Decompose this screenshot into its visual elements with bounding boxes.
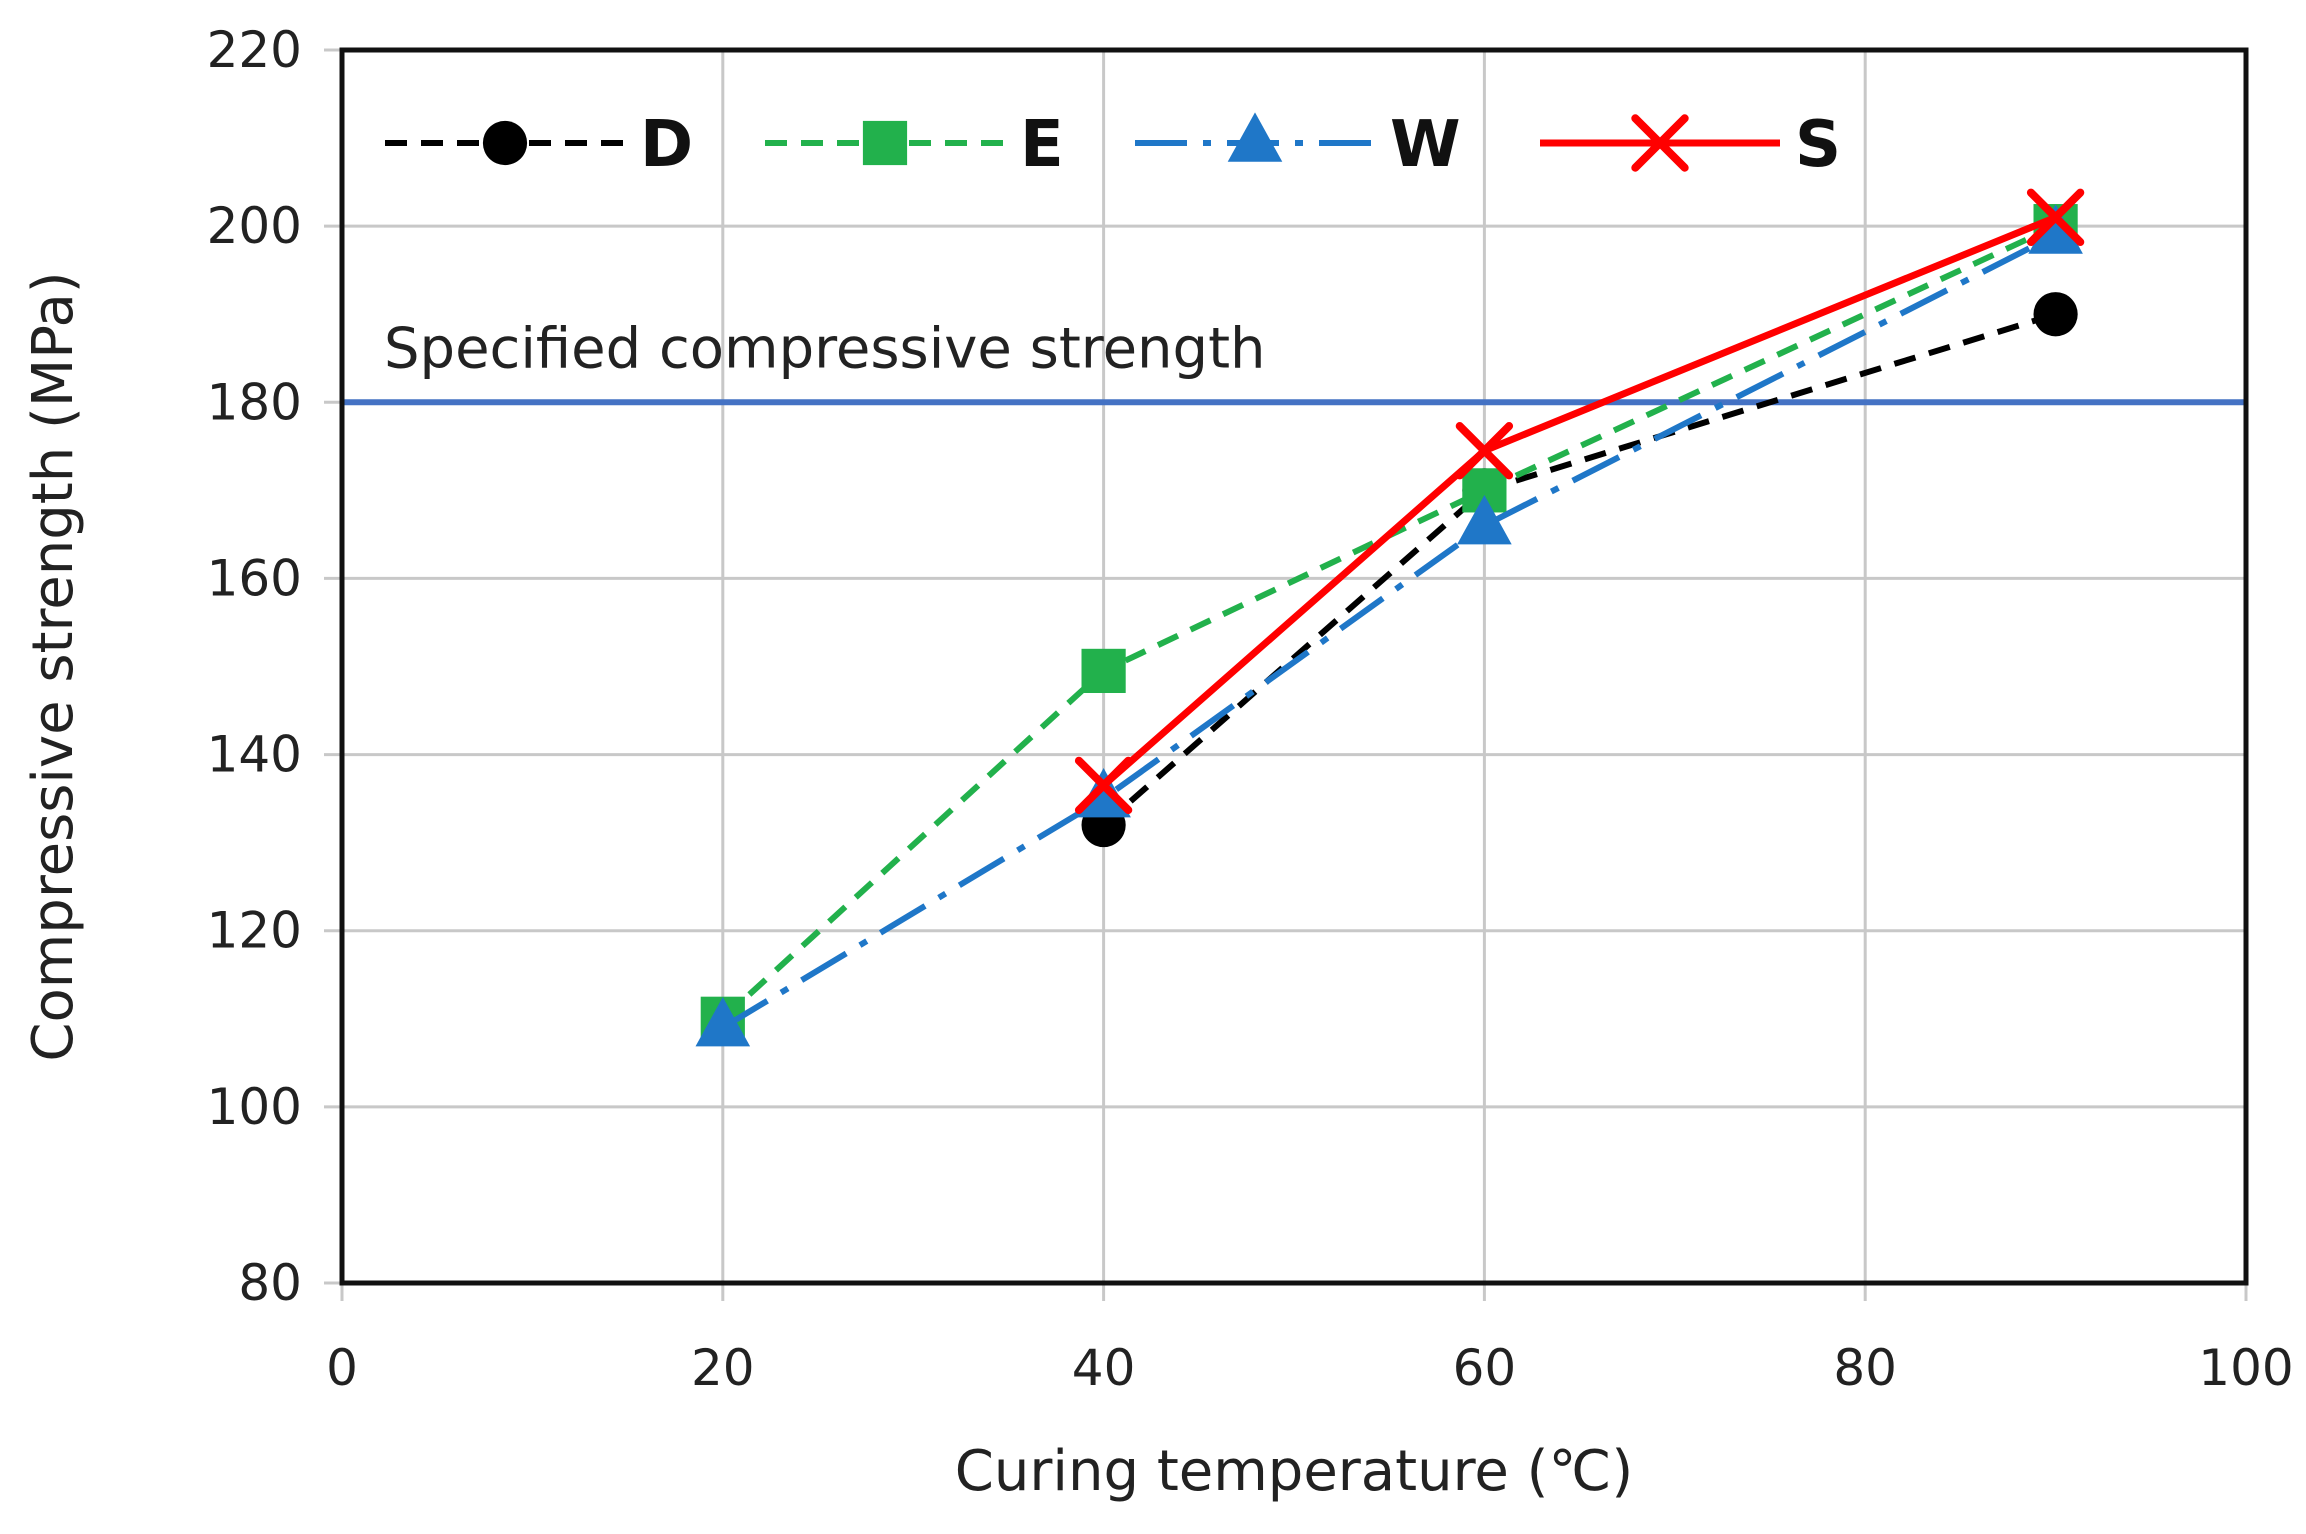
y-axis-title: Compressive strength (MPa)	[21, 271, 86, 1061]
legend-label-S: S	[1795, 108, 1841, 182]
y-tick-label: 160	[207, 549, 302, 607]
legend-label-D: D	[640, 108, 693, 182]
series-line-W	[721, 232, 2057, 1031]
x-axis-title: Curing temperature (℃)	[955, 1439, 1633, 1504]
reference-line-group: Specified compressive strength	[342, 316, 2246, 406]
y-tick-label: 100	[207, 1078, 302, 1136]
legend-label-E: E	[1020, 108, 1064, 182]
reference-line-label: Specified compressive strength	[384, 316, 1266, 381]
data-point-D	[2033, 292, 2078, 337]
data-point-S	[1455, 422, 1514, 480]
y-tick-label: 140	[207, 726, 302, 784]
x-tick-label: 40	[1072, 1339, 1136, 1397]
y-tick-label: 120	[207, 902, 302, 960]
y-tick-label: 220	[207, 21, 302, 79]
x-tick-label: 80	[1833, 1339, 1897, 1397]
legend-marker-E	[862, 120, 908, 166]
x-tick-label: 60	[1453, 1339, 1517, 1397]
legend-marker-S	[1631, 114, 1689, 172]
legend-item-S: S	[1540, 108, 1841, 182]
y-tick-label: 180	[207, 373, 302, 431]
legend-item-E: E	[765, 108, 1064, 182]
plot-frame	[339, 47, 2249, 1286]
legend-item-D: D	[385, 108, 693, 182]
legend-marker-D	[482, 120, 528, 166]
x-tick-label: 0	[326, 1339, 358, 1397]
y-tick-label: 80	[238, 1254, 302, 1312]
series-S	[1074, 188, 2085, 815]
legend-item-W: W	[1135, 108, 1461, 182]
legend-label-W: W	[1390, 108, 1461, 182]
tick-labels: 80 100 120 140 160 180 200 220 0 20 40 60 80 100	[207, 21, 2294, 1397]
data-point-S	[1074, 756, 1133, 815]
y-tick-label: 200	[207, 197, 302, 255]
series-W	[695, 204, 2083, 1047]
data-point-W	[1076, 767, 1131, 818]
data-point-W	[1457, 494, 1512, 545]
series-line-E	[720, 223, 2057, 1022]
data-point-W	[695, 996, 751, 1047]
x-tick-label: 100	[2198, 1339, 2293, 1397]
data-point-E	[1081, 648, 1126, 694]
x-tick-label: 20	[691, 1339, 755, 1397]
data-point-W	[2028, 204, 2083, 254]
legend-marker-W	[1227, 112, 1283, 162]
data-point-S	[2026, 188, 2085, 247]
series-layer	[695, 188, 2085, 1047]
